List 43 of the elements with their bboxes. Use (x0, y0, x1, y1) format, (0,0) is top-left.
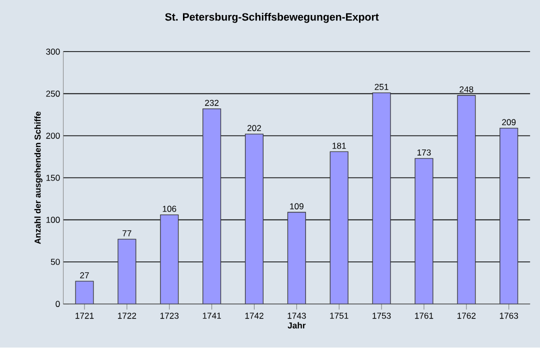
data-label: 173 (417, 150, 431, 156)
x-tick-label: 1762 (458, 312, 476, 319)
x-tick-label: 1742 (245, 312, 264, 319)
x-tick-label: 1743 (288, 312, 306, 319)
bar (287, 212, 306, 304)
x-tick-label: 1761 (415, 312, 434, 319)
x-tick-label: 1721 (76, 312, 94, 319)
x-tick-label: 1763 (500, 312, 518, 319)
data-label: 202 (247, 125, 261, 132)
bar (414, 158, 434, 304)
data-label: 248 (460, 86, 474, 93)
y-axis-title: Anzahl der ausgehenden Schiffe (34, 112, 42, 244)
bar (202, 108, 222, 304)
y-tick-label: 0 (56, 301, 60, 308)
data-label: 181 (332, 142, 346, 149)
x-tick-label: 1753 (372, 312, 391, 319)
data-label: 27 (80, 272, 89, 278)
bar (500, 128, 518, 304)
bar (372, 92, 391, 304)
y-tick-label: 300 (46, 48, 60, 55)
y-tick-label: 100 (46, 216, 60, 224)
bar (75, 281, 94, 304)
data-label: 251 (374, 84, 388, 90)
y-tick-label: 150 (46, 174, 60, 182)
x-tick-label: 1741 (202, 312, 221, 319)
data-label: 209 (502, 119, 516, 126)
bar (330, 152, 348, 304)
y-tick-label: 50 (50, 259, 60, 266)
x-axis-title: Jahr (288, 322, 306, 329)
x-tick-label: 1722 (118, 312, 136, 319)
bar (118, 239, 136, 304)
x-tick-label: 1751 (330, 312, 348, 319)
data-label: 77 (122, 230, 132, 236)
y-tick-label: 200 (46, 132, 60, 139)
data-label: 109 (290, 203, 304, 210)
y-tick-label: 250 (46, 90, 60, 97)
bar (457, 95, 476, 304)
data-label: 106 (162, 206, 176, 212)
bar (160, 214, 179, 304)
chart-title: St. Petersburg-Schiffsbewegungen-Export (165, 13, 379, 24)
x-tick-label: 1723 (160, 312, 179, 319)
data-label: 232 (205, 100, 219, 106)
bar (244, 134, 264, 304)
